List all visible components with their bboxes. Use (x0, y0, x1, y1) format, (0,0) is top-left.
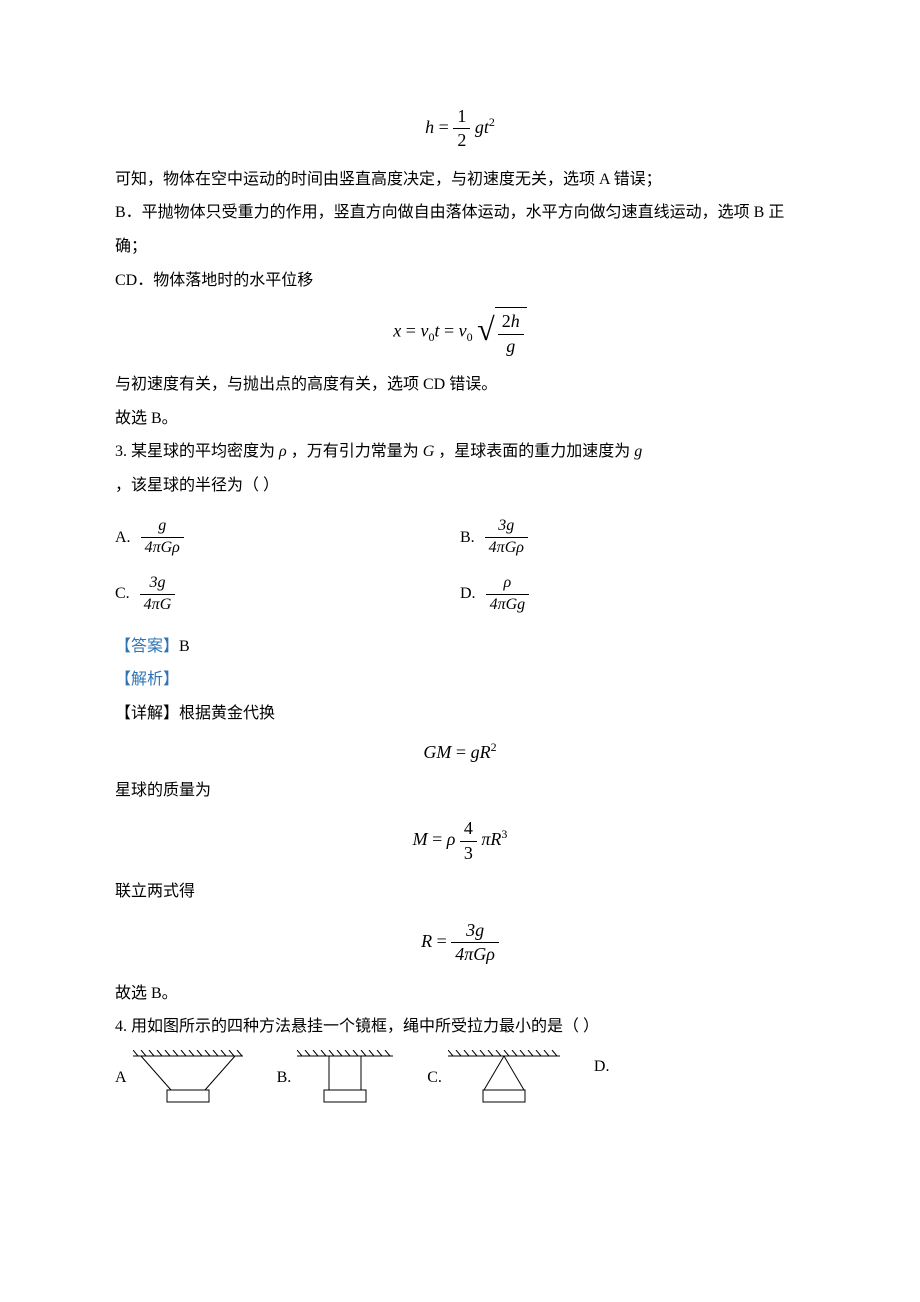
q4-option-c-label: C. (427, 1061, 442, 1095)
formula-r: R = 3g 4πGρ (115, 919, 805, 967)
q3-option-b: B. 3g 4πGρ (460, 516, 805, 559)
q3-stem: 3. 某星球的平均密度为 ρ ，万有引力常量为 G ，星球表面的重力加速度为 g… (115, 435, 805, 502)
fig-b-icon (297, 1050, 393, 1105)
q3-option-b-label: B. (460, 521, 475, 555)
formula-m: M = ρ 43 πR3 (115, 817, 805, 865)
q4-option-a: A (115, 1050, 243, 1105)
q3-stem-pre: 3. 某星球的平均密度为 (115, 443, 275, 460)
q3-stem-post: ，该星球的半径为（ ） (115, 477, 279, 494)
formula-gm: GM = gR2 (115, 740, 805, 764)
analysis-label: 【解析】 (115, 671, 179, 688)
q3-option-d-den: 4πGg (486, 595, 530, 616)
q3-option-d-label: D. (460, 577, 476, 611)
q3-stem-mid1: ，万有引力常量为 (291, 443, 419, 460)
q3-option-a-label: A. (115, 521, 131, 555)
q4-figures: A B. C. (115, 1050, 805, 1105)
q4-option-d-label: D. (594, 1050, 610, 1084)
detail-line: 【详解】根据黄金代换 (115, 697, 805, 731)
explain-cd-2: 与初速度有关，与抛出点的高度有关，选项 CD 错误。 (115, 368, 805, 402)
q3-option-a: A. g 4πGρ (115, 516, 460, 559)
answer-label: 【答案】 (115, 638, 179, 655)
q3-option-d-num: ρ (486, 573, 530, 595)
detail-label: 【详解】 (115, 705, 179, 722)
combine-line: 联立两式得 (115, 875, 805, 909)
pick-b-2: 故选 B。 (115, 977, 805, 1011)
q4-option-d: D. (594, 1050, 616, 1084)
q3-option-a-num: g (141, 516, 184, 538)
fig-a-icon (133, 1050, 243, 1105)
formula-h: h = 12 gt2 (115, 105, 805, 153)
q3-option-b-den: 4πGρ (485, 538, 528, 559)
formula-x: x = v0t = v0 √ 2hg (115, 307, 805, 358)
q3-option-c-num: 3g (140, 573, 176, 595)
answer-line: 【答案】B (115, 630, 805, 664)
analysis-line: 【解析】 (115, 663, 805, 697)
q3-option-d: D. ρ 4πGg (460, 573, 805, 616)
formula-r-num: 3g (451, 919, 499, 943)
q3-option-b-num: 3g (485, 516, 528, 538)
answer-value: B (179, 638, 190, 655)
q3-option-c-den: 4πG (140, 595, 176, 616)
q3-stem-mid2: ，星球表面的重力加速度为 (438, 443, 630, 460)
q4-option-b-label: B. (277, 1061, 292, 1095)
mass-line: 星球的质量为 (115, 774, 805, 808)
q4-option-a-label: A (115, 1061, 127, 1095)
explain-b: B．平抛物体只受重力的作用，竖直方向做自由落体运动，水平方向做匀速直线运动，选项… (115, 196, 805, 263)
q4-option-b: B. (277, 1050, 394, 1105)
explain-cd-intro: CD．物体落地时的水平位移 (115, 264, 805, 298)
document-page: h = 12 gt2 可知，物体在空中运动的时间由竖直高度决定，与初速度无关，选… (0, 0, 920, 1165)
pick-b-1: 故选 B。 (115, 402, 805, 436)
detail-text: 根据黄金代换 (179, 705, 275, 722)
explain-a: 可知，物体在空中运动的时间由竖直高度决定，与初速度无关，选项 A 错误； (115, 163, 805, 197)
q4-option-c: C. (427, 1050, 560, 1105)
q3-option-a-den: 4πGρ (141, 538, 184, 559)
q3-options-row-1: A. g 4πGρ B. 3g 4πGρ (115, 516, 805, 559)
q4-stem: 4. 用如图所示的四种方法悬挂一个镜框，绳中所受拉力最小的是（ ） (115, 1010, 805, 1044)
fig-c-icon (448, 1050, 560, 1105)
q3-option-c-label: C. (115, 577, 130, 611)
q3-option-c: C. 3g 4πG (115, 573, 460, 616)
q3-options-row-2: C. 3g 4πG D. ρ 4πGg (115, 573, 805, 616)
formula-r-den: 4πGρ (451, 943, 499, 966)
